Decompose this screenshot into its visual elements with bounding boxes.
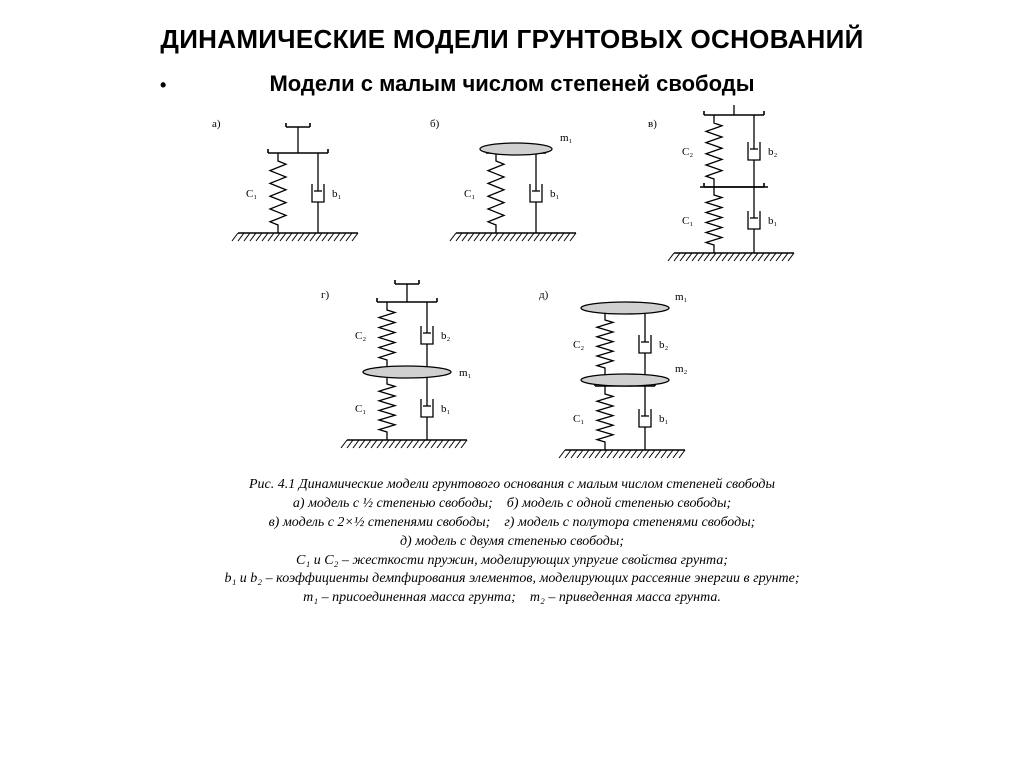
svg-text:m₁: m₁: [675, 291, 688, 303]
subtitle-row: • Модели с малым числом степеней свободы: [40, 71, 984, 97]
diagram-a: а) С₁ b₁: [194, 105, 394, 255]
svg-text:С₂: С₂: [355, 330, 366, 342]
page-title: ДИНАМИЧЕСКИЕ МОДЕЛИ ГРУНТОВЫХ ОСНОВАНИЙ: [40, 24, 984, 55]
bullet-icon: •: [160, 75, 166, 96]
svg-text:С₁: С₁: [682, 215, 693, 227]
caption-line-2a: а) модель с ½ степенью свободы;: [293, 496, 493, 511]
diagram-d: д) С₁ b₁ С₂ b₂ m₁ m₂: [521, 276, 721, 466]
svg-text:С₁: С₁: [355, 403, 366, 415]
diagram-v: в) С₁ b₁ С₂ b₂: [630, 105, 830, 270]
diagram-b: б) С₁ b₁ m₁: [412, 105, 612, 255]
caption-line-1: Рис. 4.1 Динамические модели грунтового …: [224, 476, 799, 495]
caption-line-3b: г) модель с полутора степенями свободы;: [504, 515, 755, 530]
svg-text:m₁: m₁: [459, 367, 472, 379]
diagram-row-1: а) С₁ b₁ б) С₁ b₁ m₁ в) С₁ b₁ С₂ b₂: [194, 105, 830, 270]
svg-text:b₂: b₂: [441, 330, 451, 342]
figure-caption: Рис. 4.1 Динамические модели грунтового …: [224, 476, 799, 608]
caption-line-3a: в) модель с 2×½ степенями свободы;: [269, 515, 491, 530]
svg-text:m₂: m₂: [675, 363, 688, 375]
caption-line-5: С₁ и С₂ – жесткости пружин, моделирующих…: [224, 552, 799, 571]
caption-line-6: b₁ и b₂ – коэффициенты демпфирования эле…: [224, 570, 799, 589]
diagram-area: а) С₁ b₁ б) С₁ b₁ m₁ в) С₁ b₁ С₂ b₂ г) С₁ b₁ С₂ b₂ m₁ д) С…: [40, 105, 984, 608]
svg-text:b₂: b₂: [768, 146, 778, 158]
svg-text:а): а): [212, 118, 221, 130]
svg-text:б): б): [430, 118, 440, 130]
svg-text:в): в): [648, 118, 657, 130]
diagram-g: г) С₁ b₁ С₂ b₂ m₁: [303, 276, 503, 456]
caption-line-7a: m₁ – присоединенная масса грунта;: [303, 590, 516, 605]
svg-text:С₁: С₁: [464, 188, 475, 200]
subtitle: Модели с малым числом степеней свободы: [269, 71, 754, 97]
svg-text:b₁: b₁: [550, 188, 560, 200]
svg-text:С₁: С₁: [246, 188, 257, 200]
svg-text:С₂: С₂: [682, 146, 693, 158]
diagram-row-2: г) С₁ b₁ С₂ b₂ m₁ д) С₁ b₁ С₂ b₂ m₁ m₂: [303, 276, 721, 466]
svg-text:b₁: b₁: [332, 188, 342, 200]
svg-text:г): г): [321, 289, 330, 301]
svg-text:С₂: С₂: [573, 339, 584, 351]
svg-text:b₂: b₂: [659, 339, 669, 351]
svg-text:b₁: b₁: [768, 215, 778, 227]
svg-text:m₁: m₁: [560, 132, 573, 144]
svg-text:д): д): [539, 289, 549, 301]
caption-line-7b: m₂ – приведенная масса грунта.: [530, 590, 721, 605]
caption-line-4: д) модель с двумя степенью свободы;: [224, 533, 799, 552]
svg-text:b₁: b₁: [659, 413, 669, 425]
svg-text:b₁: b₁: [441, 403, 451, 415]
svg-text:С₁: С₁: [573, 413, 584, 425]
caption-line-2b: б) модель с одной степенью свободы;: [507, 496, 731, 511]
